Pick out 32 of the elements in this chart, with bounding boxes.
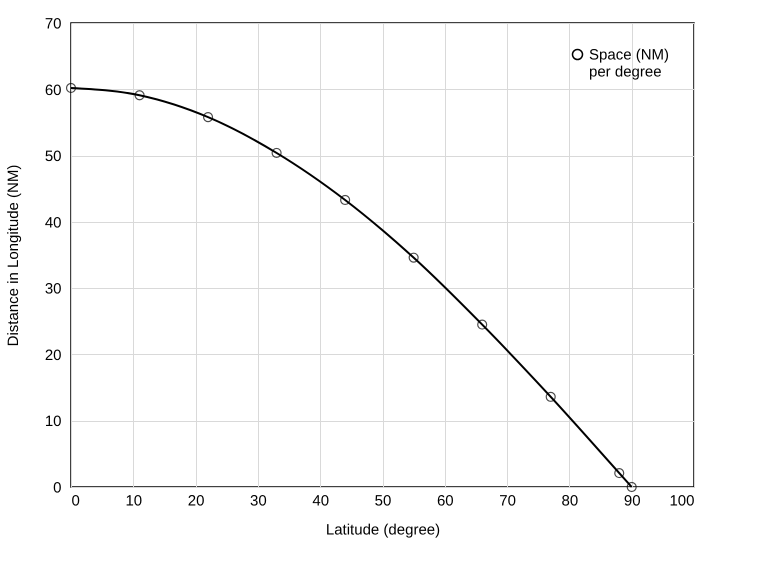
x-tick-label: 50: [374, 492, 392, 510]
point: [477, 320, 488, 330]
point: [626, 482, 637, 492]
y-tick-label: 60: [44, 82, 62, 99]
x-tick-label: 90: [624, 492, 641, 510]
point: [408, 252, 419, 263]
point: [134, 90, 145, 100]
point: [340, 194, 350, 206]
x-tick-label: 0: [72, 492, 80, 510]
point: [202, 112, 214, 122]
point: [546, 392, 556, 402]
y-axis-title: Distance in Longitude (NM): [4, 164, 22, 346]
y-tick-label: 50: [44, 148, 62, 166]
x-tick-label: 100: [669, 492, 694, 510]
x-tick-label: 30: [250, 492, 267, 510]
y-tick-label: 30: [44, 280, 62, 298]
point: [614, 468, 624, 478]
x-tick-label: 80: [562, 492, 578, 510]
x-tick-label: 60: [436, 492, 454, 510]
y-tick-label: 0: [53, 480, 62, 496]
x-tick-label: 70: [499, 492, 516, 510]
point: [66, 82, 76, 94]
x-axis-title: Latitude (degree): [326, 522, 440, 538]
legend-label: Space (NM) per degree: [589, 46, 670, 80]
x-tick-label: 40: [312, 492, 330, 510]
y-tick-label: 40: [44, 214, 62, 232]
y-tick-label: 20: [44, 346, 62, 364]
x-tick-label: 20: [188, 492, 204, 510]
x-tick-label: 10: [125, 492, 142, 510]
y-tick-label: 70: [44, 16, 62, 32]
y-tick-label: 10: [44, 413, 62, 430]
point: [272, 148, 282, 158]
